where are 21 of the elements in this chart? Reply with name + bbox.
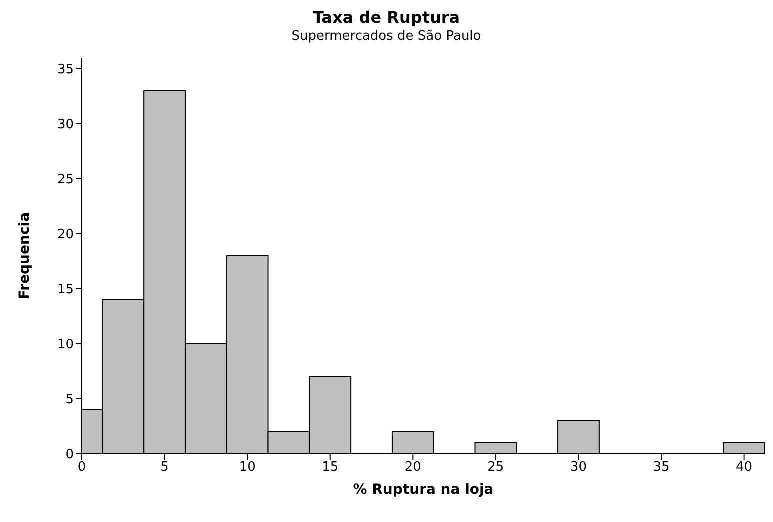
x-tick-label: 0 [78, 460, 86, 476]
y-tick-label: 10 [57, 338, 74, 353]
y-tick-label: 35 [57, 62, 74, 78]
y-tick-label: 30 [57, 118, 74, 133]
y-tick-label: 5 [66, 392, 74, 408]
y-tick-label: 15 [57, 282, 74, 298]
x-tick-label: 20 [404, 460, 422, 476]
y-axis-title: Frequencia [16, 212, 33, 300]
chart-subtitle: Supermercados de São Paulo [290, 29, 482, 44]
x-tick-label: 30 [570, 460, 587, 476]
x-tick-label: 40 [736, 460, 753, 476]
x-axis-title: % Ruptura na loja [353, 482, 494, 498]
y-tick-label: 20 [57, 228, 74, 243]
x-tick-label: 35 [653, 460, 670, 476]
y-tick-label: 25 [57, 172, 74, 188]
chart-title: Taxa de Ruptura [312, 8, 462, 27]
x-tick-label: 10 [239, 460, 256, 476]
x-tick-label: 25 [488, 460, 504, 476]
y-tick-label: 0 [66, 448, 74, 463]
x-tick-label: 5 [160, 460, 169, 476]
x-tick-label: 15 [322, 460, 339, 476]
